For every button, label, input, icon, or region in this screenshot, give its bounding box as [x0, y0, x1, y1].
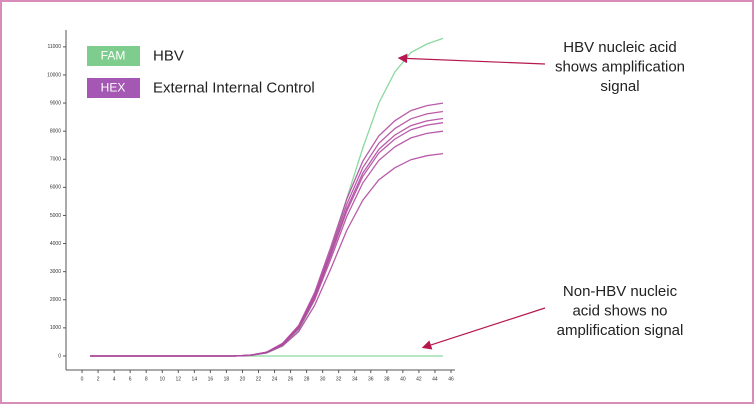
- x-tick-label: 18: [224, 376, 230, 382]
- y-tick-label: 4000: [50, 241, 61, 247]
- annotation-text: HBV nucleic acid: [563, 39, 676, 56]
- x-tick-label: 6: [129, 376, 132, 382]
- x-tick-label: 0: [81, 376, 84, 382]
- x-tick-label: 20: [240, 376, 246, 382]
- x-tick-label: 40: [400, 376, 406, 382]
- legend-label: External Internal Control: [153, 79, 315, 96]
- x-tick-label: 12: [176, 376, 182, 382]
- amplification-curve: [90, 152, 444, 357]
- annotation-arrow: [421, 307, 546, 350]
- y-tick-label: 8000: [50, 128, 61, 134]
- legend-label: HBV: [153, 47, 184, 64]
- legend-swatch: [87, 78, 140, 98]
- y-tick-label: 1000: [50, 325, 61, 331]
- y-tick-label: 5000: [50, 213, 61, 219]
- x-tick-label: 4: [113, 376, 116, 382]
- y-tick-label: 9000: [50, 100, 61, 106]
- x-tick-label: 30: [320, 376, 326, 382]
- y-tick-label: 3000: [50, 269, 61, 275]
- x-tick-label: 2: [97, 376, 100, 382]
- x-tick-label: 8: [145, 376, 148, 382]
- x-tick-label: 28: [304, 376, 310, 382]
- y-tick-label: 7000: [50, 157, 61, 163]
- y-tick-label: 2000: [50, 297, 61, 303]
- legend-dye: FAM: [101, 49, 126, 63]
- x-tick-label: 36: [368, 376, 374, 382]
- x-tick-label: 24: [272, 376, 278, 382]
- x-tick-label: 26: [288, 376, 294, 382]
- legend-dye: HEX: [101, 81, 126, 95]
- annotation-text: Non-HBV nucleic: [563, 283, 678, 300]
- legend-swatch: [87, 46, 140, 66]
- y-tick-label: 10000: [47, 72, 61, 78]
- x-tick-label: 32: [336, 376, 342, 382]
- x-tick-label: 10: [159, 376, 165, 382]
- x-tick-label: 14: [192, 376, 198, 382]
- x-tick-label: 42: [416, 376, 422, 382]
- x-tick-label: 46: [448, 376, 454, 382]
- x-tick-label: 16: [208, 376, 214, 382]
- amplification-curve: [90, 117, 444, 357]
- amplification-curve: [90, 102, 444, 357]
- amplification-curve: [90, 110, 444, 357]
- annotation-arrow: [397, 53, 546, 65]
- annotation-text: acid shows no: [572, 302, 667, 319]
- x-tick-label: 22: [256, 376, 262, 382]
- amplification-curve: [90, 122, 444, 357]
- x-tick-label: 44: [432, 376, 438, 382]
- y-tick-label: 11000: [47, 44, 61, 50]
- annotation-text: amplification signal: [557, 322, 684, 339]
- x-tick-label: 34: [352, 376, 358, 382]
- annotation-text: shows amplification: [555, 58, 685, 75]
- y-tick-label: 6000: [50, 185, 61, 191]
- y-tick-label: 0: [58, 353, 61, 359]
- annotation-text: signal: [600, 78, 639, 95]
- amplification-curve: [90, 130, 444, 357]
- x-tick-label: 38: [384, 376, 390, 382]
